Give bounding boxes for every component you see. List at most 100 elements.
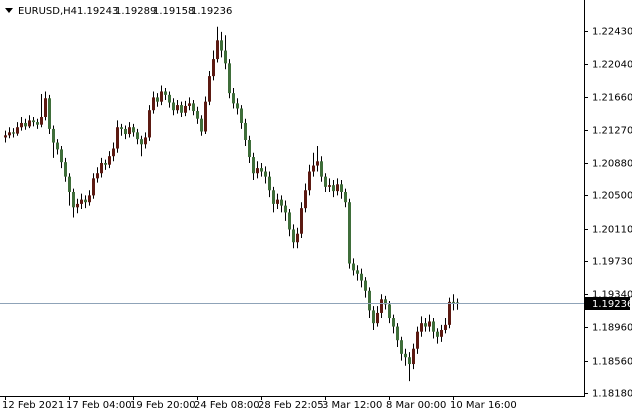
candle-body [372, 310, 375, 324]
candle-body [140, 139, 143, 145]
candle-body [292, 229, 295, 243]
candle-body [68, 176, 71, 192]
x-tick-label: 17 Feb 04:00 [66, 400, 132, 411]
candle-body [440, 329, 443, 337]
candle-body [348, 202, 351, 264]
candle-body [368, 290, 371, 311]
y-tick-label: 1.20110 [592, 225, 632, 236]
candle-body [428, 321, 431, 327]
candle-body [60, 149, 63, 163]
y-tick-label: 1.22430 [592, 27, 632, 38]
candle-body [316, 161, 319, 166]
candle-body [52, 128, 55, 143]
candle-body [188, 103, 191, 106]
candle-body [116, 127, 119, 149]
candle-body [332, 185, 335, 192]
candle-body [80, 199, 83, 204]
price-label: 1.19236 [592, 299, 632, 310]
candle-body [100, 163, 103, 174]
candle-body [172, 102, 175, 111]
candle-body [84, 199, 87, 203]
candle-body [344, 191, 347, 203]
candle-body [392, 318, 395, 327]
candle-body [184, 105, 187, 113]
candle-body [112, 148, 115, 157]
candle-body [376, 312, 379, 324]
x-tick-label: 19 Feb 20:00 [130, 400, 196, 411]
candle-body [136, 132, 139, 140]
x-tick-label: 8 Mar 00:00 [386, 400, 446, 411]
candle-body [20, 122, 23, 128]
candle-body [64, 162, 67, 177]
x-tick-label: 10 Mar 16:00 [450, 400, 517, 411]
candle-body [396, 326, 399, 341]
candle-body [436, 331, 439, 337]
candle-body [108, 156, 111, 165]
candle-body [408, 357, 411, 365]
candle-body [224, 50, 227, 64]
candle-body [128, 127, 131, 135]
candle-body [144, 137, 147, 145]
candle-body [328, 185, 331, 187]
candle-body [196, 111, 199, 119]
candle-body [236, 103, 239, 109]
candle-body [264, 171, 267, 177]
candle-body [232, 93, 235, 104]
candle-body [444, 324, 447, 330]
candle-body [120, 127, 123, 129]
candle-body [352, 263, 355, 271]
candle-body [28, 120, 31, 127]
candle-body [300, 208, 303, 234]
y-tick-label: 1.22040 [592, 60, 632, 71]
candle-body [308, 171, 311, 191]
candle-body [356, 270, 359, 274]
candle-body [360, 273, 363, 281]
candle-body [32, 120, 35, 123]
candle-body [260, 168, 263, 172]
candle-body [340, 184, 343, 192]
candle-body [200, 118, 203, 132]
x-tick-label: 24 Feb 08:00 [194, 400, 260, 411]
candle-body [16, 127, 19, 134]
candle-body [312, 165, 315, 172]
y-tick-label: 1.18560 [592, 357, 632, 368]
candle-body [104, 163, 107, 165]
ohlc-close: 1.19236 [191, 6, 232, 17]
candle-body [72, 191, 75, 208]
y-tick-label: 1.18180 [592, 389, 632, 400]
candle-body [384, 299, 387, 305]
candle-body [12, 132, 15, 134]
x-tick-label: 3 Mar 12:00 [322, 400, 382, 411]
candle-body [448, 301, 451, 325]
candle-body [248, 140, 251, 158]
candle-body [76, 203, 79, 208]
candle-body [152, 97, 155, 111]
candle-body [452, 301, 455, 303]
candle-body [388, 304, 391, 319]
x-tick-label: 28 Feb 22:05 [258, 400, 324, 411]
candle-body [400, 340, 403, 354]
candle-body [4, 135, 7, 138]
x-tick-label: 12 Feb 2021 [2, 400, 64, 411]
candle-body [336, 184, 339, 192]
candle-body [168, 94, 171, 103]
y-tick-label: 1.18960 [592, 323, 632, 334]
y-tick-label: 1.19340 [592, 290, 632, 301]
candle-body [208, 76, 211, 102]
y-tick-label: 1.21660 [592, 93, 632, 104]
candle-body [176, 105, 179, 111]
candle-body [240, 108, 243, 123]
symbol-icon [5, 8, 13, 13]
candle-body [216, 40, 219, 60]
candle-body [24, 122, 27, 127]
candle-body [212, 59, 215, 77]
candle-body [36, 122, 39, 125]
candle-body [160, 91, 163, 102]
candle-body [268, 176, 271, 191]
candle-body [416, 331, 419, 349]
candle-body [280, 199, 283, 206]
candle-body [8, 132, 11, 136]
ohlc-open: 1.19243 [77, 6, 118, 17]
